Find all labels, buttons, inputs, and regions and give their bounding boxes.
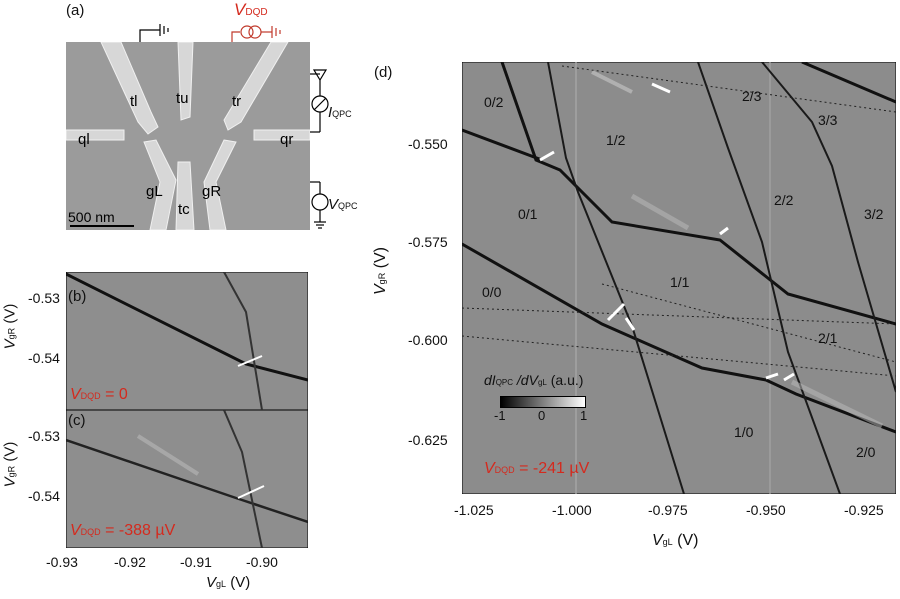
panel-c-ylabel: VgR (V) <box>1 441 19 488</box>
charge-state-label: 1/0 <box>734 424 754 440</box>
iqpc-label: IQPC <box>328 104 352 121</box>
colorbar-tick: -1 <box>494 408 506 423</box>
vqpc-label: VQPC <box>328 196 358 213</box>
panel-a-label: (a) <box>66 2 85 19</box>
panel-c-transition <box>237 485 265 499</box>
panel-c-xtick: -0.92 <box>114 554 146 570</box>
panel-d-ytick: -0.625 <box>408 432 448 448</box>
charge-state-label: 2/2 <box>774 192 794 208</box>
panel-b-line-1 <box>66 272 308 382</box>
vdqd-source-icon <box>231 25 281 42</box>
charge-state-label: 1/1 <box>670 274 690 290</box>
sem-image: tl tu tr ql qr gL tc gR 500 nm <box>66 42 310 230</box>
charge-state-label: 0/0 <box>482 284 502 300</box>
panel-c-heatmap <box>66 410 308 548</box>
panel-c-xtick: -0.90 <box>246 554 278 570</box>
charge-state-label: 1/2 <box>606 132 626 148</box>
panel-b-ylabel: VgR (V) <box>1 303 19 350</box>
charge-state-label: 0/1 <box>518 206 538 222</box>
charge-state-label: 3/2 <box>864 206 884 222</box>
panel-c-line-1 <box>66 438 308 524</box>
ground-icon <box>139 24 169 42</box>
gate-label-gL: gL <box>146 183 163 200</box>
panel-d-xlabel: VgL (V) <box>652 532 699 549</box>
gate-label-tr: tr <box>232 93 241 110</box>
charge-state-label: 2/0 <box>856 444 876 460</box>
panel-c-xlabel: VgL (V) <box>206 574 251 591</box>
colorbar-title: dIQPC /dVgL (a.u.) <box>484 372 584 388</box>
charge-state-label: 2/1 <box>818 330 838 346</box>
colorbar-tick: 1 <box>580 408 588 423</box>
charge-state-label: 0/2 <box>484 94 504 110</box>
panel-b-line-2 <box>223 272 263 410</box>
panel-d-heatmap <box>462 62 896 494</box>
ammeter-icon <box>310 69 329 133</box>
gate-label-gR: gR <box>202 183 221 200</box>
gate-label-tu: tu <box>176 90 189 107</box>
vqpc-source-icon <box>310 181 329 229</box>
circuit-symbols <box>139 24 329 229</box>
panel-c-streak <box>136 434 200 476</box>
vdqd-label: VDQD <box>234 0 268 19</box>
panel-d-xtick: -0.950 <box>746 502 786 518</box>
panel-d-ytick: -0.600 <box>408 332 448 348</box>
panel-b-ytick: -0.54 <box>28 350 60 366</box>
panel-d-annotation: VDQD = -241 µV <box>484 460 590 477</box>
panel-c-xtick: -0.91 <box>180 554 212 570</box>
gate-label-tl: tl <box>130 93 138 110</box>
panel-d-ytick: -0.575 <box>408 234 448 250</box>
panel-b-transition <box>237 355 263 367</box>
panel-d-label: (d) <box>374 64 393 81</box>
panel-c-line-2 <box>223 410 263 548</box>
panel-b-label: (b) <box>68 288 87 305</box>
colorbar-tick: 0 <box>538 408 546 423</box>
panel-c-annotation: VDQD = -388 µV <box>70 522 176 539</box>
panel-d-xtick: -1.000 <box>552 502 592 518</box>
colorbar <box>500 396 586 408</box>
charge-state-label: 2/3 <box>742 88 762 104</box>
panel-d-ytick: -0.550 <box>408 136 448 152</box>
panel-c-xtick: -0.93 <box>46 554 78 570</box>
panel-d-xtick: -1.025 <box>454 502 494 518</box>
panel-d-xtick: -0.975 <box>648 502 688 518</box>
gate-label-ql: ql <box>78 131 90 148</box>
panel-b-annotation: VDQD = 0 <box>70 386 128 403</box>
panel-b-ytick: -0.53 <box>28 290 60 306</box>
panel-d-ylabel: VgR (V) <box>372 247 389 295</box>
panel-c-ytick: -0.54 <box>28 488 60 504</box>
scalebar-label: 500 nm <box>68 209 115 225</box>
panel-b-heatmap <box>66 272 308 410</box>
panel-d-xtick: -0.925 <box>844 502 884 518</box>
panel-c-label: (c) <box>68 412 86 429</box>
charge-state-label: 3/3 <box>818 112 838 128</box>
gate-label-tc: tc <box>178 201 190 218</box>
panel-c-ytick: -0.53 <box>28 428 60 444</box>
gate-label-qr: qr <box>280 131 293 148</box>
